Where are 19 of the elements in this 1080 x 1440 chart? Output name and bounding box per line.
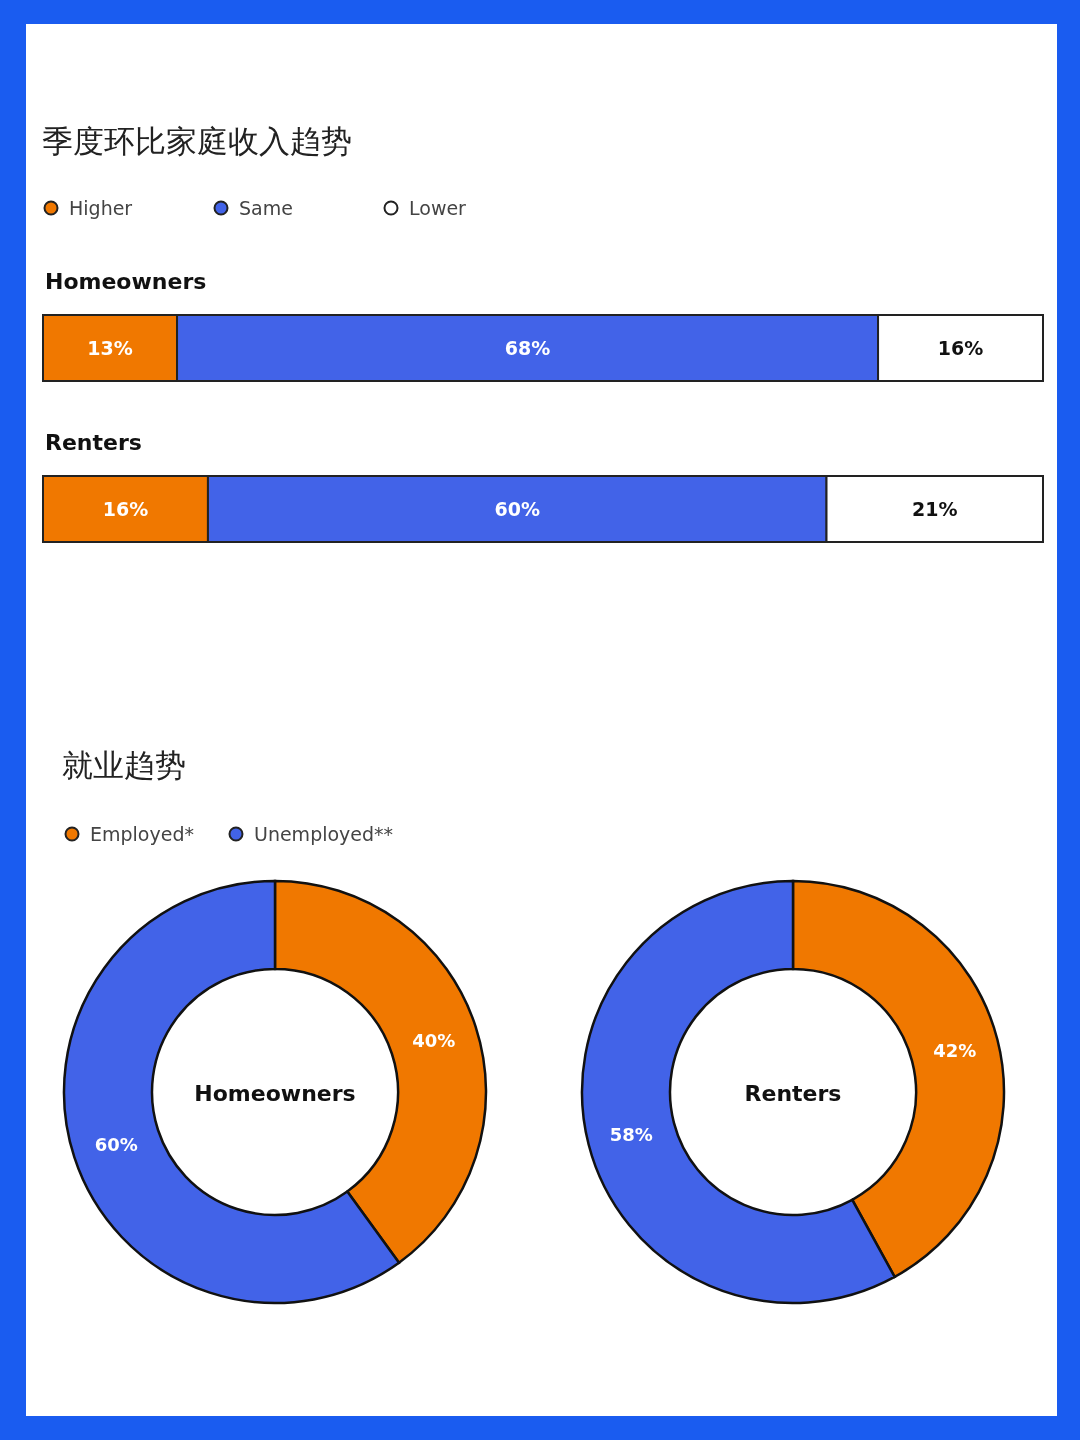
data-label: 60% [494,498,540,520]
data-label: 16% [102,498,149,520]
data-label: 40% [412,1030,456,1052]
data-label: 68% [504,337,551,359]
legend-label: Same [239,197,293,219]
data-label: 21% [912,498,958,520]
slice-label: Homeowners [194,1081,356,1106]
slice-label: Renters [744,1081,842,1106]
data-label: 60% [94,1133,138,1155]
legend-label: Unemployed** [253,823,394,845]
data-label: 42% [933,1040,977,1062]
legend-label: Employed* [90,823,194,845]
chart-title: 就业趋势 [62,747,186,783]
data-label: 13% [87,337,133,359]
data-label: 58% [609,1123,653,1145]
data-label: 16% [937,337,984,359]
legend-label: Lower [409,197,467,219]
chart-title: 季度环比家庭收入趋势 [42,123,352,159]
legend-label: Higher [69,197,133,219]
